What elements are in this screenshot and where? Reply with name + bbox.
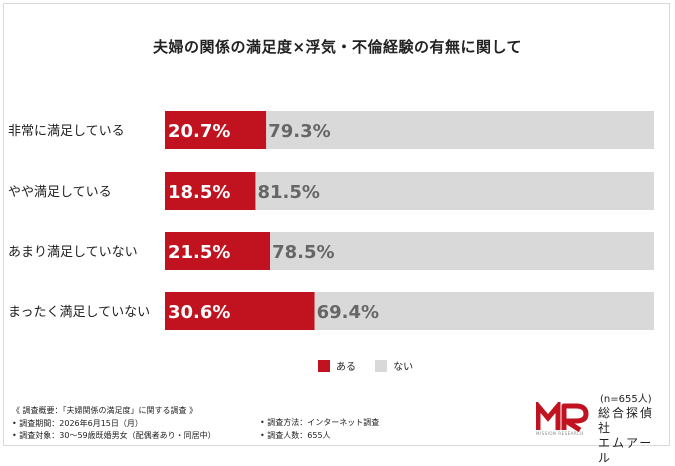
value-label-b: 78.5% [272,242,334,263]
legend-item-a: ある [318,358,356,373]
brand-sub: MISSION RESEARCH [536,431,584,436]
mr-logo-icon [535,399,589,433]
bar-segment-a [165,172,256,210]
bar-segment-b [314,292,654,330]
legend-label-a: ある [336,362,356,373]
value-label-a: 18.5% [168,182,230,203]
bar-segment-b [266,111,654,149]
value-label-a: 20.7% [168,121,230,142]
bar-segment-a [165,111,267,149]
chart-title: 夫婦の関係の満足度×浮気・不倫経験の有無に関して [152,38,523,56]
notes-target: • 調査対象：30〜59歳既婚男女（配偶者あり・同居中） [12,431,216,440]
bar-segment-a [165,292,315,330]
legend-swatch-b [375,359,388,372]
legend-item-b: ない [375,358,413,373]
notes-heading: 《 調査概要：「夫婦関係の満足度」に関する調査 》 [12,406,198,415]
brand-logo: 総合探偵社 エムアール MISSION RESEARCH [535,399,666,465]
notes-period: • 調査期間：2026年6月15日（月） [12,418,143,428]
category-label: 非常に満足している [8,124,125,139]
brand-name-line1: 総合探偵社 [598,406,655,435]
category-label: やや満足している [8,185,112,200]
notes-count: • 調査人数：655人 [260,430,331,440]
value-label-a: 30.6% [168,302,230,323]
category-label: まったく満足していない [8,305,150,320]
brand-name-line2: エムアール [598,436,654,465]
value-label-b: 69.4% [317,302,379,323]
value-label-a: 21.5% [168,242,230,263]
legend-label-b: ない [393,362,414,373]
survey-notes: 《 調査概要：「夫婦関係の満足度」に関する調査 》 • 調査期間：2026年6月… [12,405,216,443]
bar-segment-a [165,232,271,270]
notes-method: • 調査方法：インターネット調査 [260,418,380,427]
bar-segment-b [270,232,654,270]
category-label: あまり満足していない [8,245,138,260]
value-label-b: 81.5% [257,182,319,203]
value-label-b: 79.3% [268,121,330,142]
legend-swatch-a [318,359,330,372]
survey-notes-col2: • 調査方法：インターネット調査 • 調査人数：655人 [260,417,379,442]
stacked-bar-chart: 非常に満足している 20.7% 79.3% やや満足している 18.5% 81.5% あまり… [8,111,654,330]
brand-name: 総合探偵社 エムアール [598,406,666,466]
chart-frame [3,3,670,446]
sample-size: (n=655人) [600,394,652,405]
bar-segment-b [255,172,654,210]
legend: ある ない [318,358,429,375]
